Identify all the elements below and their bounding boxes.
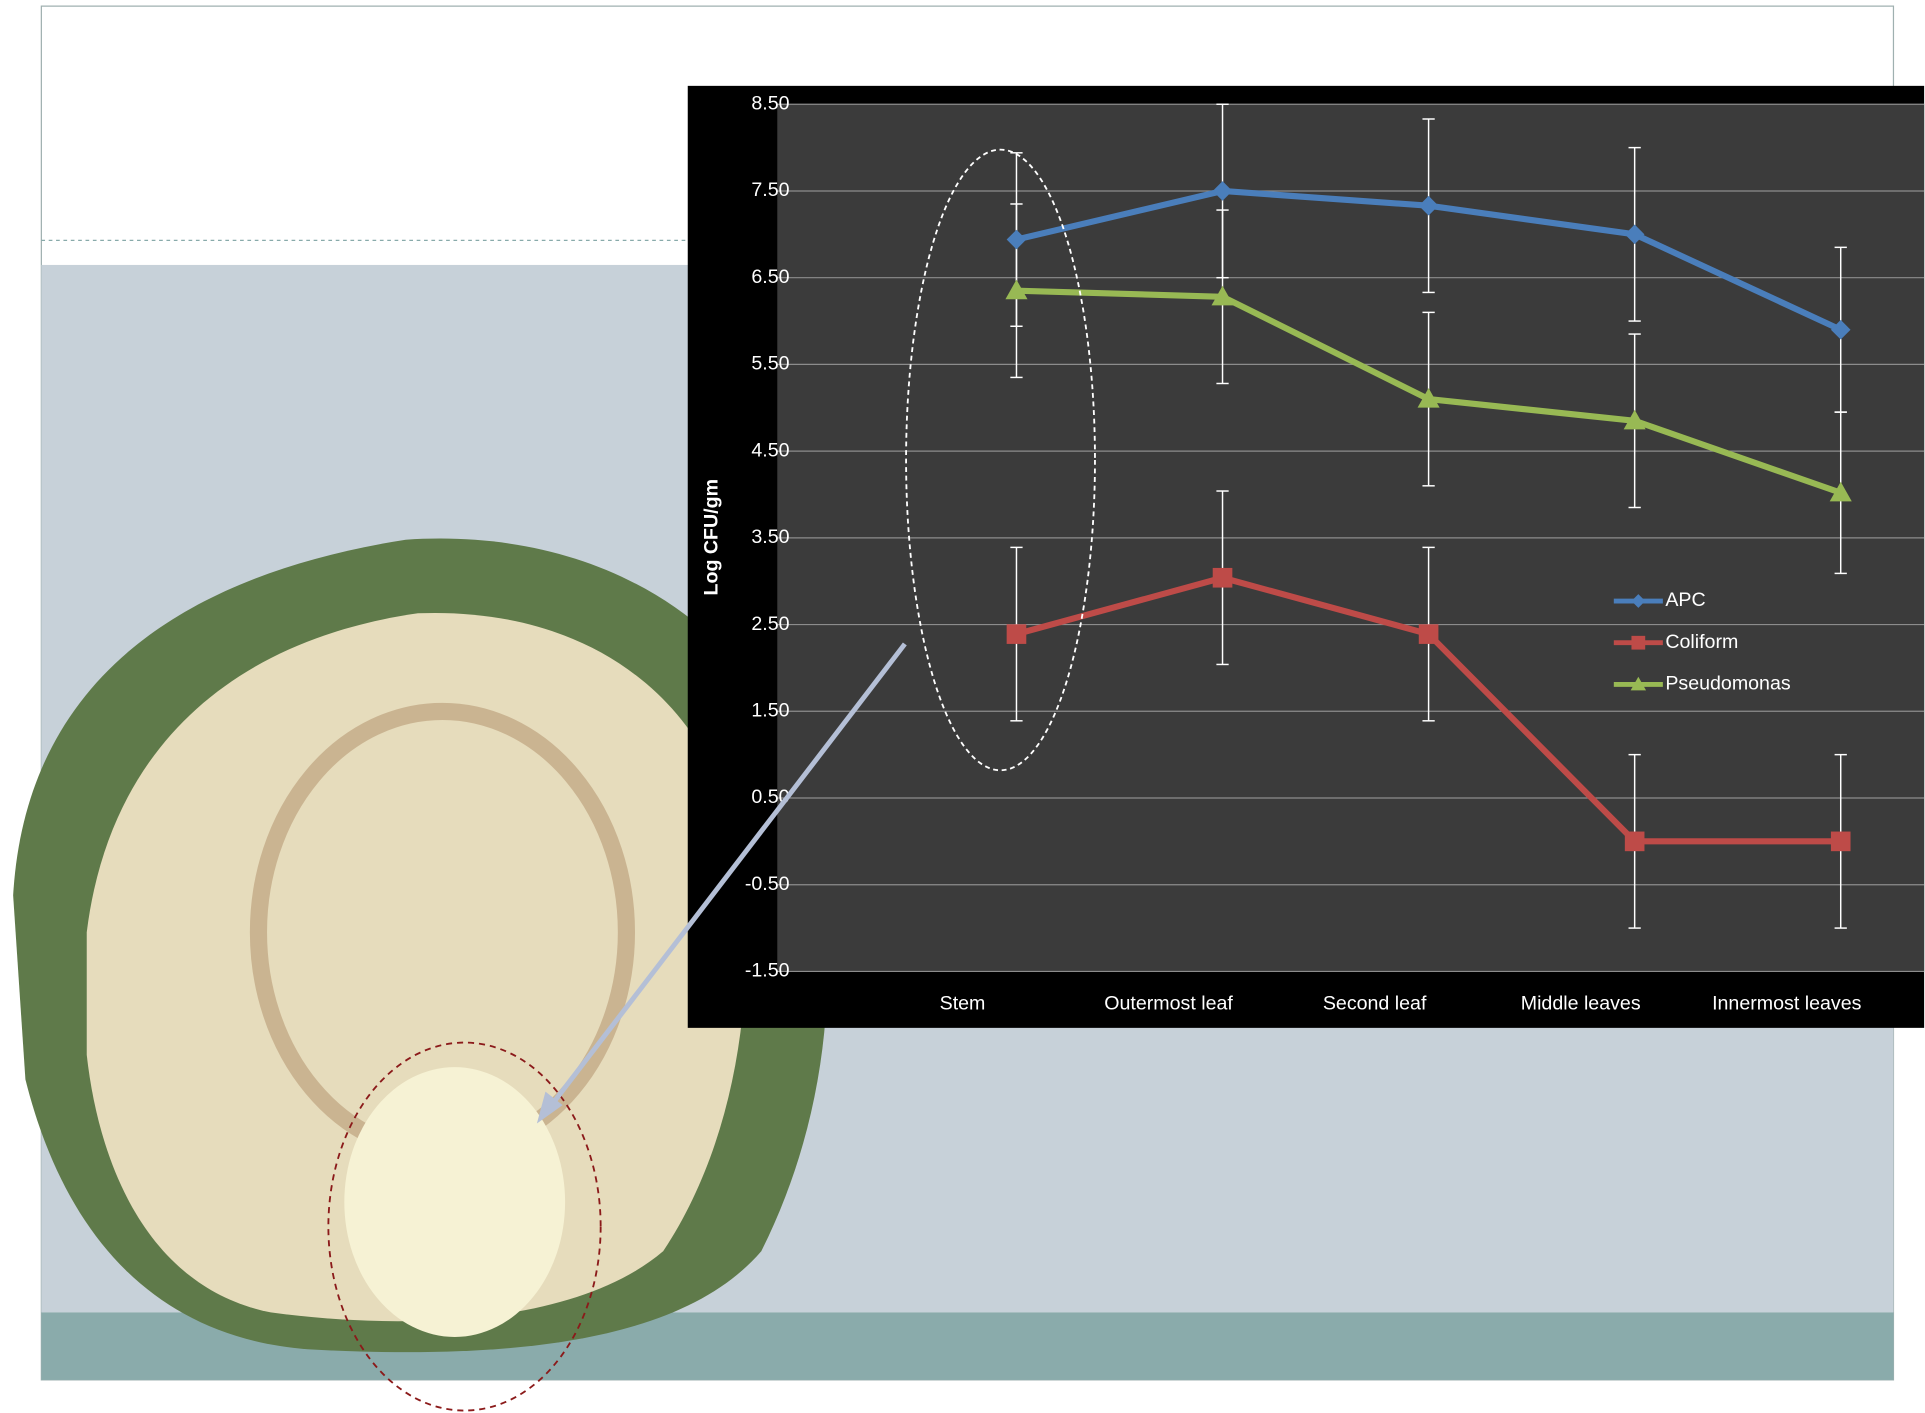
legend-marker	[1631, 594, 1646, 608]
point-marker	[1212, 181, 1233, 201]
y-tick-label: -0.50	[745, 873, 790, 895]
y-tick-label: 7.50	[751, 179, 789, 201]
y-tick-label: 8.50	[751, 92, 789, 114]
y-tick-label: 0.50	[751, 786, 789, 808]
point-marker	[1830, 319, 1851, 340]
point-marker	[1829, 481, 1852, 502]
y-tick-label: 6.50	[751, 266, 789, 288]
point-marker	[1623, 409, 1646, 430]
y-tick-label: 3.50	[751, 526, 789, 548]
point-marker	[1418, 195, 1439, 216]
x-tick-label: Stem	[940, 993, 986, 1015]
point-marker	[1418, 624, 1439, 644]
stem-highlight	[327, 1041, 602, 1412]
point-marker	[1624, 224, 1645, 245]
legend-label: Pseudomonas	[1665, 673, 1791, 695]
stem-callout	[905, 148, 1096, 772]
x-tick-label: Innermost leaves	[1712, 993, 1862, 1015]
y-tick-label: -1.50	[745, 960, 790, 982]
y-tick-label: 2.50	[751, 613, 789, 635]
y-tick-label: 5.50	[751, 353, 789, 375]
y-axis-label: Log CFU/gm	[700, 479, 722, 596]
x-tick-label: Outermost leaf	[1104, 993, 1233, 1015]
legend-label: Coliform	[1665, 631, 1738, 653]
x-tick-label: Middle leaves	[1521, 993, 1641, 1015]
point-marker	[1830, 831, 1851, 852]
point-marker	[1417, 388, 1440, 408]
legend-marker	[1631, 635, 1646, 650]
point-marker	[1006, 229, 1027, 250]
point-marker	[1212, 567, 1233, 588]
point-marker	[1005, 279, 1028, 300]
point-marker	[1211, 285, 1234, 306]
chart: -1.50 -0.50 0.50 1.50 2.50 3.50 4.50 5.50 6.50 7.…	[700, 92, 1925, 1015]
point-marker	[1006, 624, 1027, 644]
y-tick-label: 1.50	[751, 699, 789, 721]
arrow-head	[536, 1091, 563, 1124]
arrow-line	[541, 642, 907, 1118]
cabbage-core	[344, 1067, 566, 1337]
y-tick-label: 4.50	[751, 439, 789, 461]
legend-label: APC	[1665, 589, 1705, 611]
x-tick-label: Second leaf	[1323, 993, 1427, 1015]
legend-marker	[1630, 676, 1647, 691]
point-marker	[1624, 831, 1645, 852]
